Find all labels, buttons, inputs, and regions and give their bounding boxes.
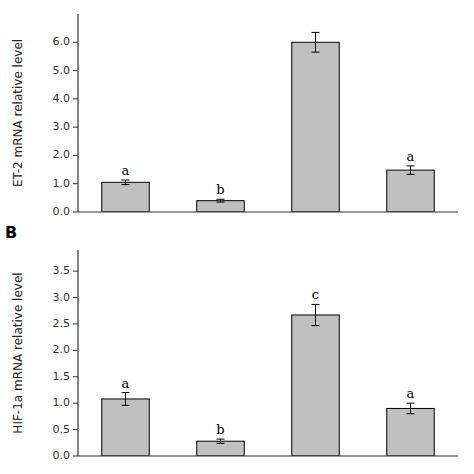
y-tick [73,403,78,404]
annotation: a [407,386,415,401]
bar [387,170,435,212]
y-tick [73,212,78,213]
annotation: b [216,422,224,437]
x-axis-line [78,211,458,212]
annotation: c [312,287,319,302]
x-axis-line [78,455,458,456]
y-tick [73,350,78,351]
y-tick [73,456,78,457]
y-tick-label: 0.0 [53,449,71,462]
y-axis-label: ET-2 mRNA relative level [11,39,25,187]
y-tick-label: 2.0 [53,343,71,356]
y-axis-line [77,250,78,456]
y-tick [73,429,78,430]
error-bar [312,32,320,52]
panel-label: B [5,223,17,242]
y-tick-label: 3.0 [53,120,71,133]
y-tick-label: 2.0 [53,148,71,161]
y-tick [73,42,78,43]
marks [102,32,435,212]
marks [102,304,435,456]
y-tick-label: 0.0 [53,205,71,218]
y-tick [73,70,78,71]
error-bar [407,166,415,174]
y-tick-label: 3.5 [53,264,71,277]
annotation: a [407,149,415,164]
panel: 0.0 1.0 2.0 3.0 4.0 5.0 6.0 ET-2 mRNA relative … [11,14,459,218]
error-bar [312,304,320,325]
y-tick [73,271,78,272]
error-bar [217,199,225,202]
annotation: a [122,376,130,391]
annotation: b [216,182,224,197]
bar [387,408,435,456]
y-tick [73,98,78,99]
error-bar [122,393,130,406]
bar [292,315,340,456]
annotation: a [122,163,130,178]
error-bar [122,180,130,185]
y-tick-label: 1.5 [53,370,71,383]
error-bar [217,439,225,443]
y-tick-label: 4.0 [53,92,71,105]
y-tick [73,127,78,128]
y-tick-label: 6.0 [53,35,71,48]
y-tick [73,297,78,298]
bar [102,182,150,212]
bar [292,42,340,212]
y-tick-label: 2.5 [53,317,71,330]
y-axis-line [77,14,78,212]
bar [102,399,150,456]
y-tick-label: 0.5 [53,423,71,436]
error-bar [407,403,415,414]
panel: 0.0 0.5 1.0 1.5 2.0 2.5 3.0 3.5 HIF-1a mRNA rela… [5,223,458,462]
y-tick [73,376,78,377]
y-tick [73,183,78,184]
y-tick [73,323,78,324]
y-tick-label: 5.0 [53,64,71,77]
y-tick [73,155,78,156]
y-tick-label: 3.0 [53,291,71,304]
y-tick-label: 1.0 [53,177,71,190]
y-tick-label: 1.0 [53,396,71,409]
y-axis-label: HIF-1a mRNA relative level [11,272,25,433]
chart-canvas: 0.0 1.0 2.0 3.0 4.0 5.0 6.0 ET-2 mRNA relative … [0,0,474,474]
